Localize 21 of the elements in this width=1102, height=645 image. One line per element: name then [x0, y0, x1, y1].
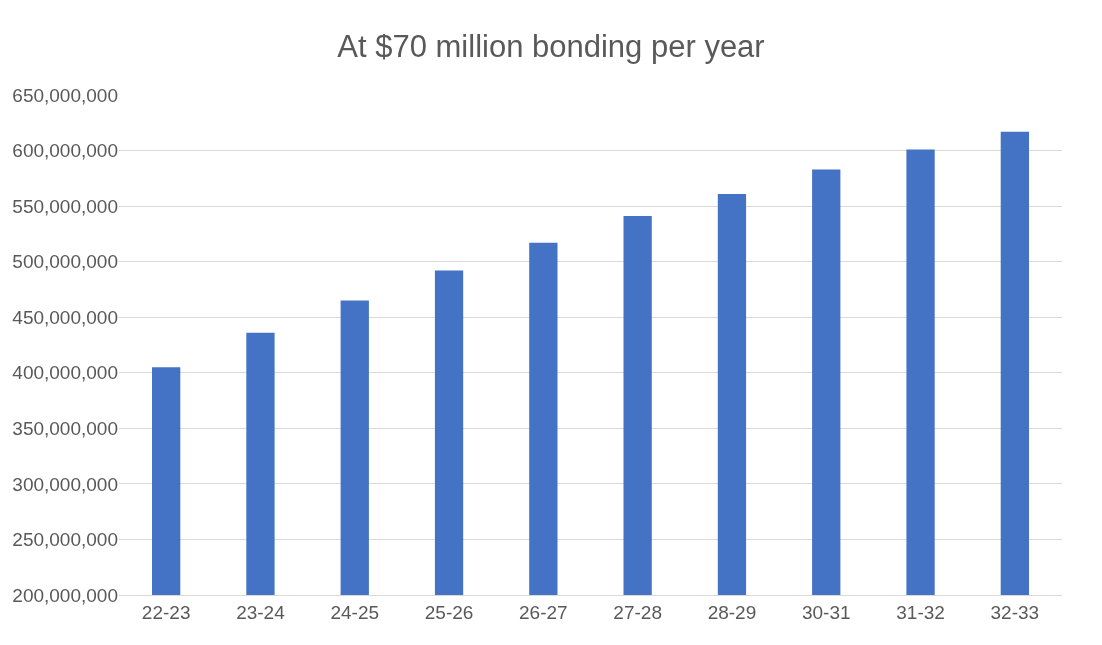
y-tick-label: 500,000,000: [12, 251, 118, 273]
y-tick-label: 200,000,000: [12, 584, 118, 606]
x-tick-label: 23-24: [236, 601, 286, 623]
y-tick-label: 650,000,000: [12, 84, 118, 106]
y-tick-label: 300,000,000: [12, 473, 118, 495]
x-tick-label: 27-28: [613, 601, 662, 623]
x-tick-label: 28-29: [707, 601, 757, 623]
y-tick-label: 550,000,000: [12, 195, 118, 217]
y-tick-label: 350,000,000: [12, 417, 118, 439]
x-tick-label: 30-31: [801, 601, 851, 623]
y-tick-label: 450,000,000: [12, 306, 118, 328]
y-tick-label: 250,000,000: [12, 529, 118, 551]
x-tick-label: 31-32: [896, 601, 945, 623]
x-tick-label: 32-33: [990, 601, 1040, 623]
y-tick-label: 400,000,000: [12, 362, 118, 384]
x-tick-label: 22-23: [141, 601, 191, 623]
x-tick-label: 25-26: [424, 601, 474, 623]
x-tick-label: 26-27: [519, 601, 568, 623]
chart-title: At $70 million bonding per year: [337, 29, 765, 65]
x-tick-label: 24-25: [330, 601, 380, 623]
y-tick-label: 600,000,000: [12, 140, 118, 162]
